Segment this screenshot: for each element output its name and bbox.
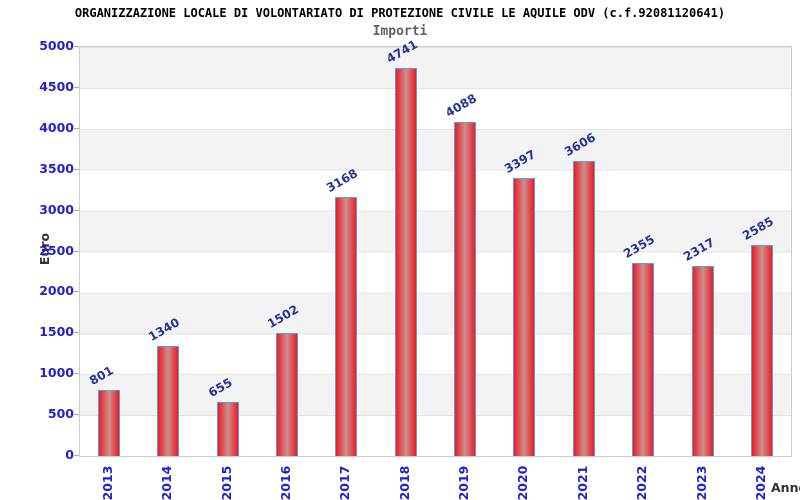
y-tick-label: 0: [65, 447, 74, 462]
bar-2015: [216, 402, 239, 456]
bar-value-label: 4088: [443, 90, 480, 120]
bar-value-label: 3606: [561, 130, 598, 160]
bar-2013: [98, 390, 120, 456]
y-tick-label: 3500: [39, 160, 74, 176]
y-tick-mark: [74, 455, 79, 456]
bar-value-label: 3168: [324, 166, 361, 195]
y-tick-label: 500: [47, 406, 74, 422]
x-tick-label: 2023: [693, 465, 709, 500]
y-tick-mark: [74, 250, 79, 252]
bar-value-label: 2317: [680, 235, 717, 265]
x-axis-title: Anno: [771, 480, 800, 495]
bar-2024: [750, 244, 773, 456]
x-tick-label: 2024: [752, 465, 768, 500]
y-tick-label: 1500: [39, 324, 74, 340]
bar-value-label: 3397: [502, 147, 539, 177]
x-tick-label: 2019: [456, 465, 472, 500]
bar-value-label: 1340: [146, 315, 183, 345]
y-tick-mark: [74, 332, 79, 334]
bar-2014: [157, 346, 180, 456]
bar-value-label: 655: [205, 375, 235, 401]
x-tick-label: 2013: [100, 465, 115, 500]
plot-area: 801 1340 655 1502 3168 4741 4088 3397 3606 2355 23…: [79, 37, 792, 457]
y-tick-mark: [74, 291, 79, 293]
bar-value-label: 2355: [621, 232, 658, 262]
y-tick-mark: [74, 127, 79, 129]
y-tick-label: 2000: [39, 283, 74, 299]
bar-value-label: 801: [87, 363, 116, 389]
x-tick-label: 2020: [515, 465, 531, 500]
y-tick-label: 5000: [39, 38, 74, 53]
y-tick-mark: [74, 373, 79, 375]
bar-2020: [513, 178, 536, 456]
y-tick-mark: [74, 86, 79, 88]
y-tick-mark: [74, 168, 79, 170]
x-tick-label: 2014: [159, 465, 175, 500]
chart-title: ORGANIZZAZIONE LOCALE DI VOLONTARIATO DI…: [74, 6, 726, 20]
bar-value-label: 1502: [265, 302, 301, 332]
y-tick-mark: [74, 414, 79, 416]
y-tick-label: 2500: [39, 242, 74, 258]
bar-2022: [632, 263, 655, 456]
y-tick-label: 4000: [39, 119, 74, 135]
bar-2019: [454, 121, 477, 456]
bar-2021: [572, 161, 595, 456]
bar-2017: [335, 196, 358, 456]
bar-2016: [276, 333, 299, 456]
y-tick-label: 3000: [39, 201, 74, 217]
x-tick-label: 2017: [337, 465, 353, 500]
x-tick-label: 2021: [574, 465, 590, 500]
x-tick-label: 2022: [634, 465, 650, 500]
bar-2023: [691, 266, 714, 456]
bar-2018: [394, 68, 417, 456]
bar-value-label: 2585: [739, 213, 776, 243]
chart-subtitle: Importi: [372, 24, 428, 39]
y-tick-mark: [74, 46, 79, 47]
x-tick-label: 2018: [396, 465, 412, 500]
bar-value-label: 4741: [383, 37, 420, 67]
x-tick-label: 2015: [218, 465, 234, 500]
x-tick-label: 2016: [278, 465, 294, 500]
y-tick-mark: [74, 209, 79, 211]
y-tick-label: 1000: [39, 365, 74, 381]
y-tick-label: 4500: [39, 78, 74, 94]
